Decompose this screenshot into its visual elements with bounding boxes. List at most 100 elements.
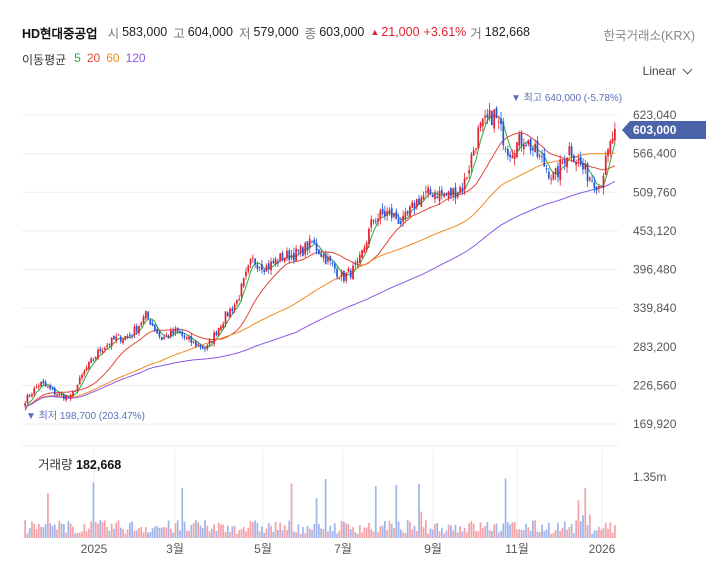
candle-body — [365, 242, 368, 249]
candle-body — [286, 250, 288, 259]
volume-bar — [377, 532, 379, 538]
volume-bar — [406, 520, 409, 538]
volume-bar — [577, 500, 580, 538]
candle-body — [272, 261, 275, 264]
volume-bar — [37, 523, 40, 538]
candle-body — [267, 263, 270, 270]
candle-body — [552, 172, 555, 180]
volume-bar — [217, 522, 220, 538]
candle-body — [352, 265, 354, 280]
volume-bar — [393, 528, 395, 538]
volume-bar — [192, 522, 195, 538]
ma-20[interactable]: 20 — [86, 51, 101, 65]
volume-bar — [117, 520, 120, 538]
volume-bar — [463, 528, 466, 538]
candle-body — [236, 300, 238, 304]
candle-body — [554, 168, 557, 175]
candle-body — [135, 325, 138, 332]
candle-body — [140, 322, 143, 326]
candle-body — [74, 390, 77, 392]
volume-bar — [331, 531, 334, 538]
ma-legend-label: 이동평균 — [22, 53, 67, 67]
candle-body — [288, 250, 291, 261]
volume-bar — [311, 529, 313, 538]
volume-bar — [197, 522, 200, 538]
volume-bar — [397, 521, 400, 538]
volume-bar — [62, 524, 65, 538]
candle-body — [85, 367, 88, 371]
volume-bar — [265, 528, 268, 538]
candle-body — [420, 197, 423, 207]
volume-bar — [183, 521, 186, 538]
ma-5[interactable]: 5 — [74, 51, 81, 65]
candle-body — [304, 242, 307, 255]
volume-bar — [390, 523, 393, 538]
candle-body — [356, 261, 359, 264]
grid — [22, 114, 618, 538]
candle-body — [154, 324, 156, 331]
candle-body — [249, 259, 252, 265]
candle-body — [600, 186, 603, 188]
volume-bar — [72, 526, 74, 538]
candle-body — [60, 393, 63, 395]
candle-body — [547, 172, 550, 179]
ma-line-5 — [24, 114, 616, 411]
candle-body — [308, 238, 311, 249]
volume-bar — [361, 532, 363, 538]
volume-bar — [347, 523, 350, 538]
volume-bar — [447, 524, 450, 538]
candle-body — [156, 329, 159, 334]
volume-bar — [279, 522, 282, 538]
candle-body — [532, 147, 534, 151]
candle-body — [465, 177, 468, 179]
candle-body — [361, 250, 363, 258]
volume-bar — [452, 530, 455, 538]
candle-body — [468, 169, 471, 174]
y-tick-label: 566,400 — [633, 147, 677, 161]
volume-bar — [185, 530, 188, 538]
volume-bar — [299, 533, 302, 538]
volume-bar — [103, 520, 106, 538]
volume-bar — [206, 525, 209, 538]
volume-bar — [518, 529, 521, 538]
candle-body — [516, 142, 518, 158]
candle-body — [493, 109, 496, 129]
volume-bar — [345, 523, 348, 538]
candle-body — [263, 269, 266, 272]
volume-bar — [122, 529, 124, 538]
volume-bar — [245, 531, 247, 538]
volume-bar — [516, 529, 518, 538]
volume-bar — [156, 526, 159, 538]
candle-body — [472, 150, 475, 156]
volume-bar — [195, 520, 197, 538]
volume-bar — [210, 528, 213, 538]
candle-body — [226, 312, 229, 317]
candle-body — [582, 163, 584, 170]
candle-body — [181, 331, 184, 336]
candle-body — [399, 221, 402, 224]
candle-body — [584, 164, 587, 170]
candle-body — [147, 311, 149, 318]
volume-bar — [308, 528, 311, 538]
volume-bar — [372, 531, 375, 538]
volume-bar — [281, 530, 284, 538]
scale-dropdown[interactable]: Linear — [643, 64, 693, 78]
volume-bar — [201, 528, 204, 538]
candle-body — [322, 254, 325, 258]
candle-body — [354, 263, 357, 265]
volume-bar — [124, 533, 127, 538]
volume-bar — [543, 530, 546, 538]
candle-body — [117, 334, 120, 336]
candle-body — [160, 336, 163, 340]
ma-60[interactable]: 60 — [106, 51, 120, 65]
volume-bar — [381, 525, 384, 538]
volume-bar — [160, 527, 163, 538]
ma-120[interactable]: 120 — [125, 51, 146, 65]
volume-bar — [404, 532, 407, 538]
candle-body — [374, 221, 377, 223]
volume-bar — [356, 533, 359, 538]
candle-body — [299, 245, 302, 254]
y-tick-label: 226,560 — [633, 378, 677, 392]
candle-body — [129, 334, 131, 337]
